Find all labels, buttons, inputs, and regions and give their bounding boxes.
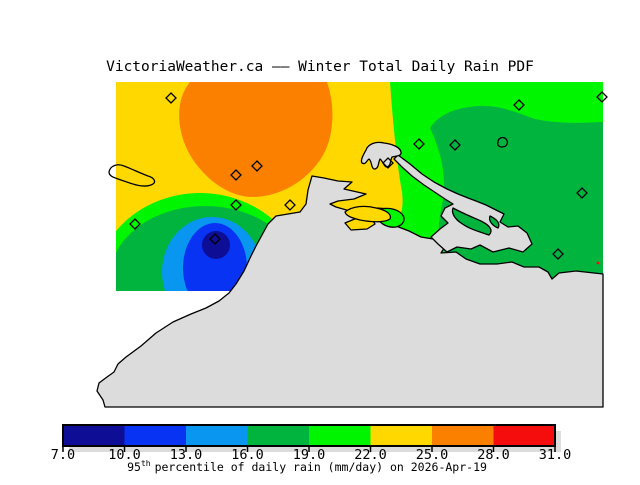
station-markers [129,91,608,260]
colorbar-segments [63,425,555,446]
page-title: VictoriaWeather.ca —— Winter Total Daily… [106,59,534,75]
colorbar-segment-4 [309,425,371,446]
field-navy-7-10-bullseye [202,231,230,259]
field-orange-25-28-blob [179,82,333,198]
colorbar-tick-label-1: 10.0 [108,447,141,463]
station-diamond-6 [209,233,221,245]
station-diamond-13 [552,248,564,260]
colorbar-tick-label-8: 31.0 [539,447,572,463]
colorbar: 7.0 10.0 13.0 16.0 19.0 22.0 25.0 28.0 31.0 95th… [51,424,571,474]
colorbar-segment-3 [247,425,309,446]
station-diamond-7 [382,157,394,169]
station-diamond-8 [413,138,425,150]
contour-field [116,82,603,291]
colorbar-tick-label-0: 7.0 [51,447,75,463]
caption-base: 95 [127,460,141,474]
colorbar-ticks [62,446,556,452]
colorbar-caption: 95th percentile of daily rain (mm/day) on… [127,459,487,474]
station-diamond-9 [449,139,461,151]
colorbar-tick-label-7: 28.0 [477,447,510,463]
station-diamond-11 [596,91,608,103]
colorbar-segment-6 [432,425,494,446]
harbour-inlet-notch [488,215,500,229]
islet-outline [497,136,509,148]
field-red-28-31-speck [596,261,600,265]
station-diamond-1 [251,160,263,172]
colorbar-tick-label-2: 13.0 [170,447,203,463]
station-diamond-3 [230,199,242,211]
harbour-inlet-water [451,207,492,236]
colorbar-segment-1 [124,425,186,446]
station-diamond-2 [230,169,242,181]
colorbar-tick-label-3: 16.0 [231,447,264,463]
colorbar-tick-label-4: 19.0 [293,447,326,463]
colorbar-tick-label-6: 25.0 [416,447,449,463]
caption-superscript: th [141,459,151,468]
colorbar-segment-0 [63,425,125,446]
colorbar-tick-labels: 7.0 10.0 13.0 16.0 19.0 22.0 25.0 28.0 31.0 [51,447,571,463]
colorbar-tick-label-5: 22.0 [354,447,387,463]
colorbar-segment-7 [493,425,555,446]
land-group [96,136,604,408]
bay-water-yellow [344,205,392,223]
colorbar-segment-5 [370,425,432,446]
station-diamond-5 [129,218,141,230]
caption-rest: percentile of daily rain (mm/day) on 202… [155,460,487,474]
west-island-outline [108,164,156,187]
station-diamond-0 [165,92,177,104]
station-diamond-4 [284,199,296,211]
station-diamond-10 [513,99,525,111]
colorbar-segment-2 [186,425,248,446]
station-diamond-12 [576,187,588,199]
